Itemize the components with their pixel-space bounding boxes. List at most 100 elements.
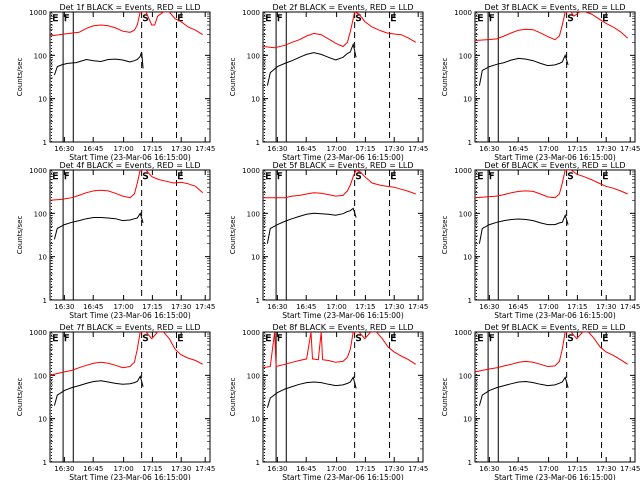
marker-label: E: [391, 172, 397, 182]
panel-det-9: Det 9f BLACK = Events, RED = LLD 1 10 100 10…: [441, 323, 640, 482]
y-axis-label: Counts/sec: [441, 378, 449, 417]
y-tick-label: 1000: [29, 9, 47, 17]
series-events: [53, 212, 144, 240]
panel-title: Det 2f BLACK = Events, RED = LLD: [272, 3, 413, 12]
y-axis-label: Counts/sec: [229, 216, 237, 255]
y-tick-label: 1000: [242, 329, 260, 337]
x-tick-label: 16:45: [508, 465, 528, 473]
y-tick-label: 10: [251, 416, 260, 424]
x-tick-label: 17:45: [620, 145, 640, 153]
x-tick-label: 17:45: [195, 145, 215, 153]
series-lld: [475, 332, 628, 373]
x-tick-label: 17:30: [171, 303, 191, 311]
y-tick-label: 100: [34, 52, 47, 60]
y-tick-label: 1000: [29, 329, 47, 337]
panel-title: Det 8f BLACK = Events, RED = LLD: [272, 323, 413, 332]
y-tick-label: 1000: [242, 167, 260, 175]
x-axis-label: Start Time (23-Mar-06 16:15:00): [69, 473, 191, 480]
x-axis-label: Start Time (23-Mar-06 16:15:00): [494, 153, 616, 162]
marker-label: E: [603, 172, 609, 182]
x-tick-label: 16:45: [296, 145, 316, 153]
marker-label: E: [477, 14, 483, 24]
panel-title: Det 7f BLACK = Events, RED = LLD: [59, 323, 200, 332]
x-tick-label: 17:00: [114, 303, 134, 311]
x-tick-label: 17:45: [620, 465, 640, 473]
y-tick-label: 1: [43, 139, 47, 147]
y-tick-label: 1000: [454, 167, 472, 175]
y-tick-label: 1: [256, 459, 260, 467]
x-tick-label: 17:00: [539, 145, 559, 153]
y-tick-label: 1: [468, 459, 472, 467]
plot-frame: [262, 11, 424, 143]
panel-det-1: Det 1f BLACK = Events, RED = LLD 1 10 100 10…: [16, 3, 215, 162]
x-tick-label: 16:30: [267, 303, 287, 311]
x-tick-label: 17:45: [195, 465, 215, 473]
x-tick-label: 17:45: [620, 303, 640, 311]
x-tick-label: 16:30: [54, 145, 74, 153]
series-events: [53, 51, 144, 76]
x-axis-label: Start Time (23-Mar-06 16:15:00): [282, 473, 404, 480]
plot-frame: [49, 169, 211, 301]
x-axis-label: Start Time (23-Mar-06 16:15:00): [282, 153, 404, 162]
y-axis-label: Counts/sec: [441, 216, 449, 255]
panel-title: Det 9f BLACK = Events, RED = LLD: [484, 323, 625, 332]
x-tick-label: 17:30: [384, 303, 404, 311]
y-axis-label: Counts/sec: [16, 378, 24, 417]
marker-label: E: [391, 334, 397, 344]
x-tick-label: 16:45: [508, 303, 528, 311]
x-tick-label: 17:15: [142, 303, 162, 311]
plot-frame: [474, 169, 636, 301]
x-tick-label: 16:30: [479, 465, 499, 473]
x-tick-label: 17:45: [408, 465, 428, 473]
x-tick-label: 16:45: [83, 303, 103, 311]
series-events: [266, 376, 357, 408]
marker-label: F: [64, 14, 69, 24]
x-axis-label: Start Time (23-Mar-06 16:15:00): [69, 311, 191, 320]
x-tick-label: 17:30: [384, 145, 404, 153]
marker-label: E: [265, 172, 271, 182]
x-tick-label: 17:30: [384, 465, 404, 473]
x-tick-label: 16:45: [83, 145, 103, 153]
x-tick-label: 17:15: [355, 145, 375, 153]
series-lld: [50, 332, 203, 376]
y-axis-label: Counts/sec: [441, 58, 449, 97]
series-lld: [475, 12, 629, 41]
marker-label: F: [277, 334, 282, 344]
marker-label: S: [568, 172, 574, 182]
plot-frame: [49, 331, 211, 463]
marker-label: S: [143, 14, 149, 24]
series-lld: [50, 170, 204, 201]
series-lld: [263, 12, 416, 49]
y-tick-label: 100: [247, 52, 260, 60]
y-tick-label: 1000: [29, 167, 47, 175]
x-tick-label: 16:30: [267, 465, 287, 473]
marker-label: E: [265, 14, 271, 24]
marker-label: S: [356, 334, 362, 344]
y-tick-label: 10: [463, 254, 472, 262]
plot-frame: [262, 331, 424, 463]
panel-det-5: Det 5f BLACK = Events, RED = LLD 1 10 100 10…: [229, 161, 428, 320]
y-tick-label: 100: [459, 210, 472, 218]
x-tick-label: 17:15: [355, 303, 375, 311]
series-lld: [263, 170, 416, 199]
x-tick-label: 17:45: [408, 303, 428, 311]
x-tick-label: 17:00: [539, 465, 559, 473]
marker-label: S: [568, 334, 574, 344]
marker-label: E: [178, 172, 184, 182]
x-tick-label: 16:45: [296, 303, 316, 311]
x-tick-label: 16:30: [54, 303, 74, 311]
y-tick-label: 1: [468, 297, 472, 305]
y-tick-label: 10: [463, 96, 472, 104]
marker-label: S: [143, 334, 149, 344]
marker-label: E: [603, 334, 609, 344]
marker-label: F: [64, 334, 69, 344]
y-tick-label: 1: [43, 297, 47, 305]
series-events: [266, 207, 357, 244]
panel-title: Det 4f BLACK = Events, RED = LLD: [59, 161, 200, 170]
x-tick-label: 17:15: [142, 145, 162, 153]
x-tick-label: 17:00: [114, 145, 134, 153]
marker-label: F: [489, 172, 494, 182]
y-tick-label: 100: [34, 210, 47, 218]
marker-label: E: [52, 14, 58, 24]
